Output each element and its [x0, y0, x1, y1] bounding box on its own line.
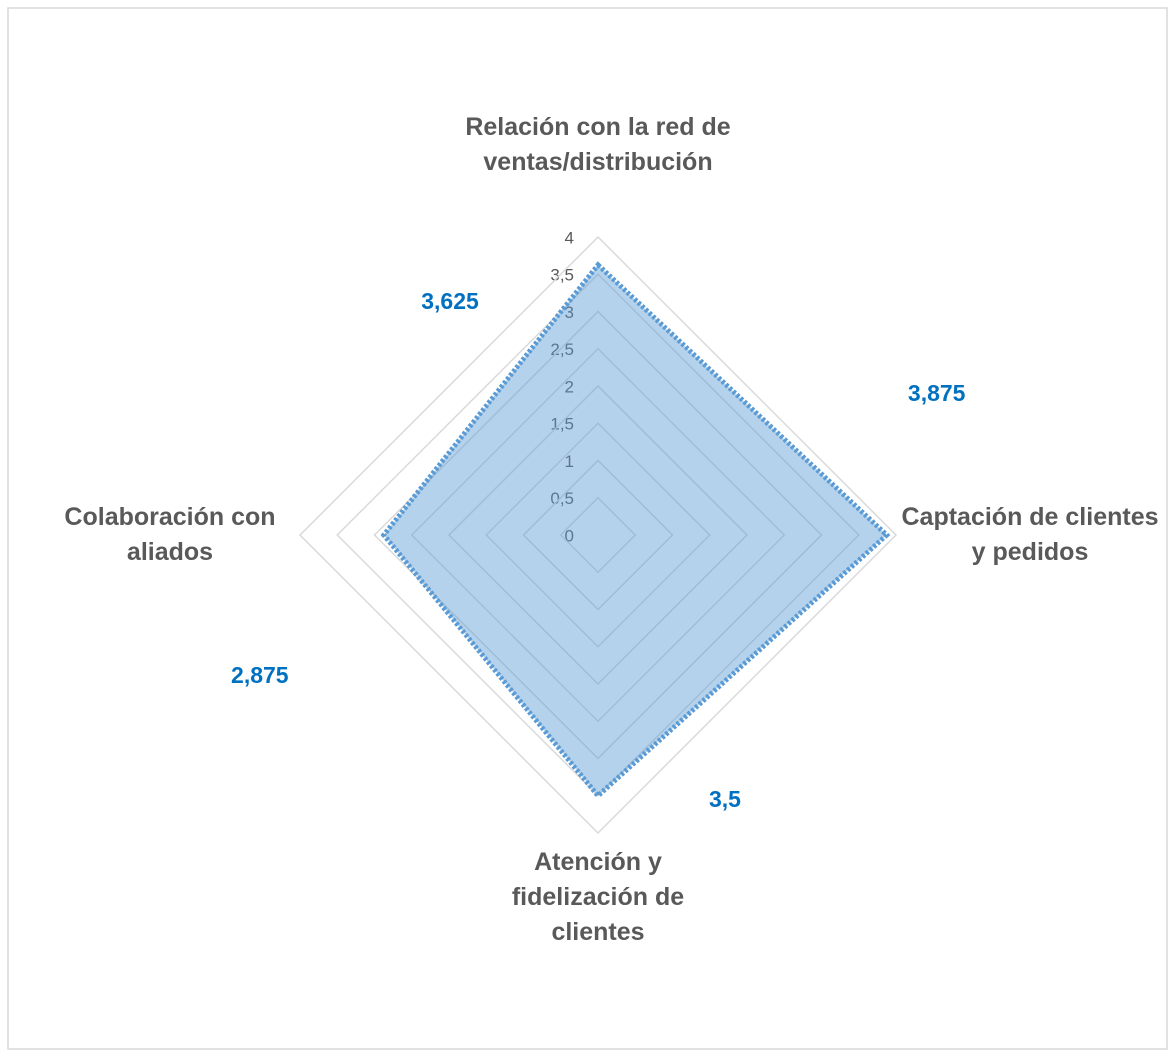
category-label: Relación con la red de ventas/distribuci…	[465, 113, 731, 176]
tick-label: 2,5	[550, 340, 574, 359]
data-label: 3,5	[709, 786, 741, 812]
grid-line	[522, 459, 674, 611]
tick-label: 1,5	[550, 415, 574, 434]
grid-line	[559, 496, 637, 574]
tick-label: 0,5	[550, 489, 574, 508]
grid-line	[410, 347, 786, 723]
category-label: Atención y fidelización de clientes	[511, 848, 685, 946]
data-area	[380, 261, 891, 800]
data-label: 2,875	[231, 662, 289, 688]
tick-label: 2	[565, 377, 574, 396]
grid-line	[298, 235, 898, 835]
tick-label: 4	[565, 228, 574, 247]
data-label: 3,875	[908, 380, 966, 406]
tick-label: 3,5	[550, 266, 574, 285]
grid-line	[373, 310, 823, 760]
category-label: Captación de clientes y pedidos	[901, 503, 1159, 566]
tick-label: 0	[565, 526, 574, 545]
grid-line	[336, 273, 860, 797]
tick-label: 3	[565, 303, 574, 322]
data-label: 3,625	[421, 288, 479, 314]
chart-border	[7, 7, 1168, 1050]
grid-line	[447, 384, 749, 686]
category-label: Colaboración con aliados	[64, 503, 276, 566]
tick-label: 1	[565, 452, 574, 471]
grid-line	[485, 422, 711, 648]
